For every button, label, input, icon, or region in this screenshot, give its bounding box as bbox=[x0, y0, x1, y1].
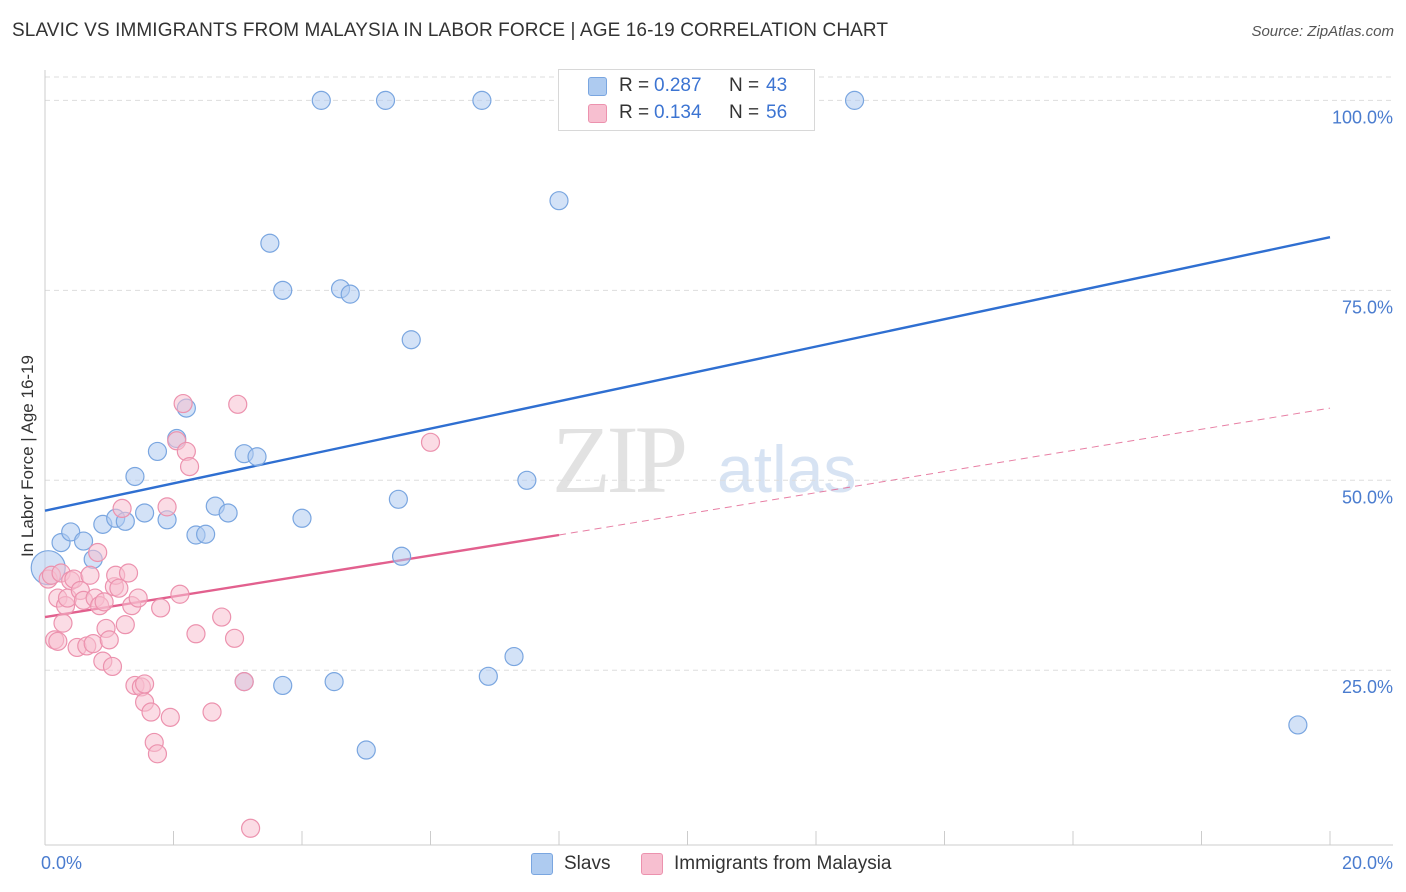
point-slavs bbox=[504, 646, 524, 667]
point-malaysia bbox=[128, 588, 148, 608]
point-malaysia bbox=[109, 578, 129, 598]
point-slavs bbox=[478, 666, 498, 686]
legend-swatch-slavs bbox=[531, 853, 553, 875]
legend-swatch-malaysia bbox=[588, 104, 607, 123]
legend-n-value: 43 bbox=[766, 75, 788, 96]
point-slavs bbox=[196, 524, 216, 544]
point-malaysia bbox=[241, 818, 261, 838]
point-malaysia bbox=[160, 707, 180, 727]
legend-row-malaysia: R = 0.134 N = 56 bbox=[559, 101, 814, 127]
point-malaysia bbox=[212, 607, 232, 627]
point-malaysia bbox=[94, 592, 114, 612]
point-slavs bbox=[324, 672, 344, 692]
point-slavs bbox=[273, 280, 293, 300]
point-malaysia bbox=[102, 656, 123, 677]
y-tick-label: 50.0% bbox=[1342, 487, 1393, 507]
point-slavs bbox=[260, 233, 280, 253]
point-malaysia bbox=[157, 497, 177, 517]
point-slavs bbox=[472, 90, 492, 110]
point-slavs bbox=[218, 503, 238, 523]
point-slavs bbox=[134, 503, 155, 523]
gridlines bbox=[45, 76, 1393, 671]
y-tick-label: 75.0% bbox=[1342, 297, 1393, 317]
legend-r-value: 0.287 bbox=[654, 75, 702, 96]
point-malaysia bbox=[88, 542, 108, 563]
trend-lines bbox=[44, 235, 1331, 619]
x-tick-label-min: 0.0% bbox=[41, 853, 82, 873]
point-slavs bbox=[1288, 715, 1308, 735]
point-malaysia bbox=[234, 672, 254, 692]
point-malaysia bbox=[147, 744, 168, 764]
point-malaysia bbox=[420, 432, 441, 452]
point-slavs bbox=[73, 531, 94, 551]
legend-stats: R = 0.287 N = 43 R = 0.134 N = 56 bbox=[558, 69, 815, 131]
point-slavs bbox=[311, 90, 331, 110]
point-malaysia bbox=[170, 584, 190, 604]
legend-n-label: N = bbox=[729, 75, 760, 96]
point-slavs bbox=[517, 470, 537, 490]
y-tick-label: 100.0% bbox=[1332, 107, 1393, 127]
data-points bbox=[30, 90, 1308, 838]
point-slavs bbox=[549, 191, 569, 211]
tick-labels: 25.0% 50.0% 75.0% 100.0% 0.0% 20.0% bbox=[41, 107, 1393, 873]
point-malaysia bbox=[53, 613, 73, 633]
legend-r-label: R = bbox=[619, 75, 650, 96]
legend-r-label: R = bbox=[619, 102, 650, 123]
x-tick-label-max: 20.0% bbox=[1342, 853, 1393, 873]
legend-swatch-malaysia bbox=[641, 853, 663, 875]
point-malaysia bbox=[186, 624, 206, 644]
point-malaysia bbox=[141, 702, 161, 722]
chart-title: SLAVIC VS IMMIGRANTS FROM MALAYSIA IN LA… bbox=[12, 20, 889, 41]
legend-label-malaysia: Immigrants from Malaysia bbox=[674, 853, 892, 874]
point-malaysia bbox=[151, 598, 171, 618]
legend-label-slavs: Slavs bbox=[564, 853, 611, 874]
point-malaysia bbox=[83, 634, 103, 654]
point-slavs bbox=[391, 546, 412, 566]
point-slavs bbox=[273, 675, 293, 696]
legend-n-label: N = bbox=[729, 102, 760, 123]
legend-n-value: 56 bbox=[766, 102, 788, 123]
point-slavs bbox=[388, 489, 408, 509]
legend-r-value: 0.134 bbox=[654, 102, 702, 123]
point-malaysia bbox=[202, 702, 222, 722]
point-malaysia bbox=[118, 563, 139, 583]
point-slavs bbox=[125, 466, 145, 487]
y-axis-label: In Labor Force | Age 16-19 bbox=[18, 355, 37, 557]
point-slavs bbox=[401, 330, 421, 350]
y-tick-label: 25.0% bbox=[1342, 677, 1393, 697]
point-slavs bbox=[844, 90, 865, 110]
point-malaysia bbox=[224, 628, 245, 648]
trend-line-slavs bbox=[44, 235, 1331, 512]
point-malaysia bbox=[112, 498, 132, 519]
axes bbox=[44, 70, 1393, 846]
point-malaysia bbox=[179, 457, 200, 477]
legend-series: Slavs Immigrants from Malaysia bbox=[0, 851, 1406, 879]
point-malaysia bbox=[80, 565, 100, 585]
point-malaysia bbox=[228, 394, 248, 414]
trend-line-malaysia-extrapolated bbox=[558, 407, 1331, 536]
point-malaysia bbox=[115, 615, 135, 635]
source-label: Source: ZipAtlas.com bbox=[1251, 23, 1394, 40]
point-slavs bbox=[340, 284, 360, 304]
point-malaysia bbox=[99, 630, 119, 650]
legend-swatch-slavs bbox=[588, 77, 607, 96]
point-slavs bbox=[147, 441, 168, 462]
point-slavs bbox=[356, 740, 376, 760]
point-malaysia bbox=[134, 674, 155, 694]
point-malaysia bbox=[48, 631, 68, 651]
point-slavs bbox=[247, 447, 267, 467]
point-malaysia bbox=[173, 393, 193, 414]
point-slavs bbox=[375, 90, 396, 110]
point-slavs bbox=[292, 508, 312, 528]
legend-row-slavs: R = 0.287 N = 43 bbox=[559, 74, 814, 100]
